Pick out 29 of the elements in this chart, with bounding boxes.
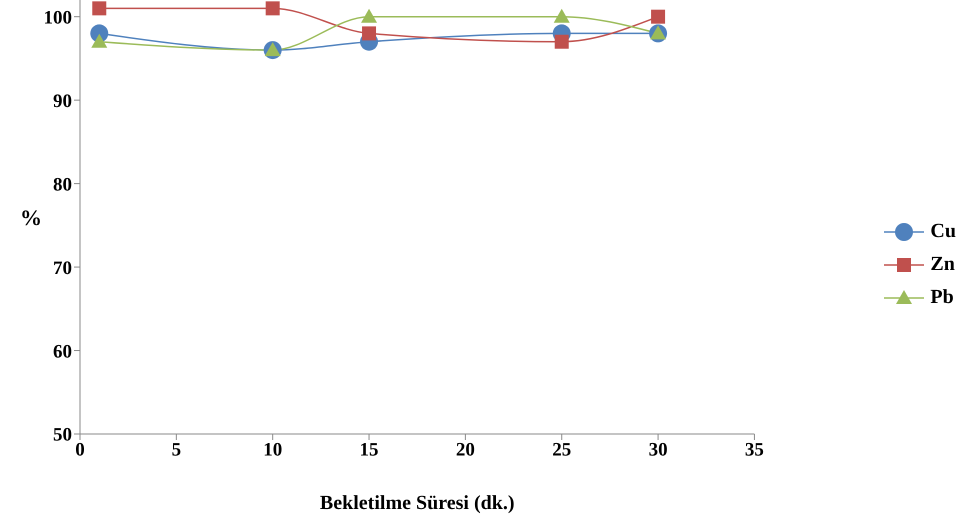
point [91, 34, 108, 48]
point [554, 8, 570, 23]
x-tick-label: 10 [263, 439, 282, 460]
x-tick-label: 35 [744, 439, 764, 460]
x-axis-title: Bekletilme Süresi (dk.) [320, 492, 515, 514]
point [361, 8, 378, 23]
x-tick-label: 30 [648, 439, 668, 460]
y-tick-label: 80 [53, 174, 72, 196]
point [92, 1, 106, 16]
point [650, 25, 666, 40]
y-tick-label: 70 [53, 258, 72, 279]
y-tick-label: 100 [44, 7, 72, 28]
legend-label: Cu [930, 220, 956, 243]
point [362, 26, 376, 40]
y-tick-label: 50 [53, 424, 72, 446]
y-tick-label: 60 [53, 341, 72, 362]
legend-label: Zn [930, 253, 955, 276]
point [266, 1, 280, 16]
y-tick-label: 90 [53, 90, 72, 112]
x-tick-label: 15 [360, 439, 379, 460]
x-tick-label: 20 [456, 439, 475, 460]
point [554, 34, 569, 49]
x-tick-label: 5 [172, 439, 182, 460]
point [651, 10, 666, 24]
x-tick-label: 25 [552, 439, 572, 460]
point [264, 42, 281, 56]
x-tick-label: 0 [75, 439, 85, 460]
y-axis-title: % [20, 204, 42, 230]
legend-label: Pb [930, 286, 954, 309]
